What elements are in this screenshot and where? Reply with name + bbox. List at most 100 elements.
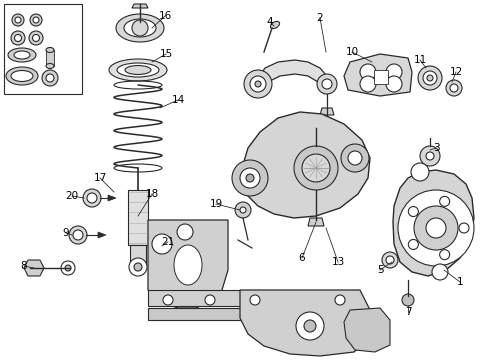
Circle shape (134, 263, 142, 271)
Circle shape (15, 17, 21, 23)
Circle shape (425, 218, 445, 238)
Ellipse shape (46, 63, 54, 68)
Circle shape (458, 223, 468, 233)
Polygon shape (307, 218, 324, 226)
Polygon shape (98, 232, 106, 238)
Circle shape (425, 152, 433, 160)
Circle shape (334, 295, 345, 305)
Polygon shape (108, 195, 116, 201)
Bar (46, 50, 54, 66)
Circle shape (407, 207, 418, 217)
Circle shape (32, 35, 40, 41)
Circle shape (46, 74, 54, 82)
Circle shape (15, 35, 21, 41)
Ellipse shape (14, 51, 30, 59)
Polygon shape (258, 60, 327, 94)
Circle shape (204, 295, 215, 305)
Circle shape (254, 81, 261, 87)
Polygon shape (148, 220, 227, 308)
Circle shape (12, 14, 24, 26)
Circle shape (385, 76, 401, 92)
Text: 18: 18 (145, 189, 158, 199)
Text: 9: 9 (62, 228, 69, 238)
Text: 17: 17 (93, 173, 106, 183)
Circle shape (244, 70, 271, 98)
Circle shape (422, 71, 436, 85)
Circle shape (33, 17, 39, 23)
Circle shape (419, 146, 439, 166)
Circle shape (249, 295, 260, 305)
Circle shape (73, 230, 83, 240)
Circle shape (152, 234, 172, 254)
Polygon shape (24, 260, 44, 276)
Circle shape (401, 294, 413, 306)
Circle shape (439, 249, 449, 260)
Ellipse shape (8, 48, 36, 62)
Ellipse shape (46, 48, 54, 53)
Ellipse shape (117, 63, 159, 77)
Text: 6: 6 (298, 253, 305, 263)
Polygon shape (392, 170, 473, 276)
Circle shape (347, 151, 361, 165)
Text: 12: 12 (448, 67, 462, 77)
Polygon shape (343, 54, 411, 96)
Circle shape (304, 320, 315, 332)
Circle shape (65, 265, 71, 271)
Text: 10: 10 (345, 47, 358, 57)
Circle shape (129, 258, 147, 276)
Text: 1: 1 (456, 277, 462, 287)
Circle shape (249, 76, 265, 92)
Circle shape (240, 207, 245, 213)
Bar (373, 70, 387, 84)
Circle shape (42, 70, 58, 86)
Circle shape (431, 264, 447, 280)
Circle shape (231, 160, 267, 196)
Ellipse shape (11, 71, 33, 81)
Circle shape (235, 202, 250, 218)
Circle shape (29, 31, 43, 45)
Text: 4: 4 (266, 17, 273, 27)
Polygon shape (319, 108, 333, 115)
Circle shape (302, 154, 329, 182)
Ellipse shape (6, 67, 38, 85)
Circle shape (321, 79, 331, 89)
Circle shape (293, 146, 337, 190)
Bar (148, 308, 357, 320)
Text: 15: 15 (159, 49, 172, 59)
Circle shape (445, 80, 461, 96)
Polygon shape (343, 308, 389, 352)
Ellipse shape (270, 21, 279, 28)
Circle shape (61, 261, 75, 275)
Polygon shape (240, 112, 369, 218)
Bar (128, 190, 148, 245)
Text: 14: 14 (171, 95, 184, 105)
Circle shape (245, 174, 253, 182)
Bar (4, 4, 82, 94)
Ellipse shape (124, 19, 156, 37)
Polygon shape (132, 4, 148, 8)
Circle shape (359, 64, 375, 80)
Ellipse shape (174, 245, 202, 285)
Circle shape (316, 74, 336, 94)
Circle shape (410, 163, 428, 181)
Polygon shape (240, 290, 369, 356)
Circle shape (426, 75, 432, 81)
Circle shape (340, 144, 368, 172)
Text: 19: 19 (209, 199, 222, 209)
Circle shape (163, 295, 173, 305)
Circle shape (177, 224, 193, 240)
Circle shape (407, 239, 418, 249)
Bar (148, 290, 357, 306)
Circle shape (132, 20, 148, 36)
Text: 2: 2 (316, 13, 323, 23)
Circle shape (30, 14, 42, 26)
Circle shape (413, 206, 457, 250)
Text: 7: 7 (404, 307, 410, 317)
Circle shape (385, 256, 393, 264)
Text: 8: 8 (20, 261, 27, 271)
Circle shape (295, 312, 324, 340)
Ellipse shape (109, 59, 167, 81)
Text: 21: 21 (161, 237, 174, 247)
Circle shape (385, 64, 401, 80)
Circle shape (439, 196, 449, 206)
